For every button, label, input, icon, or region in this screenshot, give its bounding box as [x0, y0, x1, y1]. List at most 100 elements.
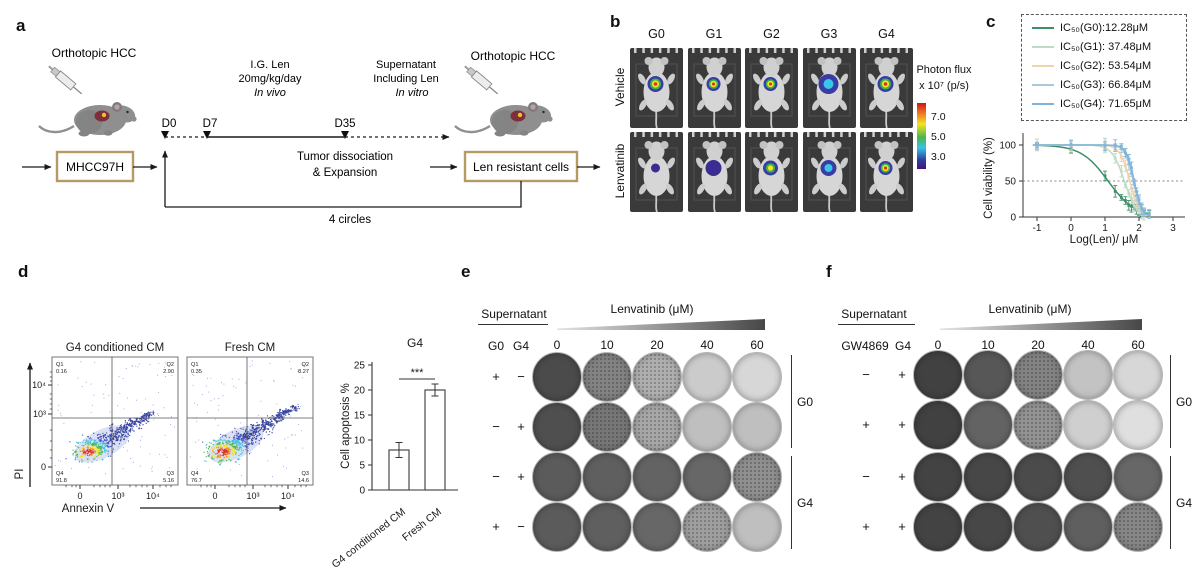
flow-y-tick-label: 0	[41, 462, 46, 472]
density-dot	[222, 443, 225, 445]
density-dot	[89, 449, 91, 452]
density-dot	[106, 446, 109, 448]
density-dot	[291, 407, 294, 409]
density-dot	[80, 455, 83, 458]
density-dot	[274, 416, 277, 419]
density-dot	[228, 440, 230, 442]
c-data-point	[1127, 157, 1131, 161]
c-y-tick-label: 0	[1010, 213, 1016, 224]
density-dot	[225, 445, 228, 448]
sparse-dot	[290, 368, 292, 370]
density-dot	[86, 446, 89, 449]
density-dot	[240, 439, 243, 441]
density-dot	[122, 426, 124, 429]
density-dot	[117, 428, 119, 431]
sparse-dot	[198, 439, 200, 441]
c-x-tick-label: 1	[1102, 223, 1108, 234]
tumor-signal-spot	[709, 164, 717, 172]
density-dot	[138, 423, 141, 426]
density-dot	[94, 451, 96, 454]
density-dot	[256, 421, 258, 424]
density-dot	[269, 423, 272, 426]
density-dot	[284, 411, 286, 414]
density-dot	[93, 442, 96, 445]
density-dot	[281, 417, 283, 420]
density-dot	[91, 443, 93, 446]
density-dot	[87, 444, 89, 447]
density-dot	[74, 457, 77, 459]
density-dot	[242, 437, 245, 440]
density-dot	[225, 450, 228, 453]
density-dot	[99, 445, 102, 448]
density-dot	[145, 415, 147, 417]
density-dot	[229, 447, 231, 449]
density-dot	[123, 427, 125, 429]
mouse-tail	[885, 193, 888, 213]
density-dot	[251, 440, 253, 442]
density-dot	[231, 452, 233, 454]
density-dot	[270, 418, 272, 421]
density-dot	[242, 445, 244, 448]
density-dot	[206, 450, 209, 453]
density-dot	[281, 418, 284, 421]
density-dot	[241, 435, 243, 437]
density-dot	[205, 460, 207, 463]
density-dot	[81, 451, 84, 453]
mouse-ear-left	[702, 141, 710, 149]
density-dot	[111, 428, 113, 430]
density-dot	[227, 453, 230, 455]
density-dot	[266, 423, 268, 425]
density-dot	[95, 446, 98, 448]
density-dot	[232, 449, 235, 451]
density-dot	[125, 429, 127, 431]
density-dot	[92, 444, 94, 446]
cage-tick	[650, 132, 654, 137]
density-dot	[232, 440, 234, 442]
density-dot	[258, 427, 260, 429]
density-dot	[87, 443, 90, 446]
density-dot	[243, 432, 246, 434]
density-dot	[225, 455, 228, 458]
density-dot	[279, 417, 282, 419]
density-dot	[223, 456, 225, 459]
density-dot	[246, 438, 248, 441]
density-dot	[206, 443, 208, 446]
density-dot	[258, 443, 260, 445]
density-dot	[246, 436, 249, 439]
flow-y-tick-label: 10³	[33, 409, 46, 419]
density-dot	[92, 443, 94, 445]
density-dot	[78, 460, 81, 462]
c-data-point	[1127, 162, 1131, 166]
mouse-tile-vehicle-G0	[630, 48, 683, 129]
density-dot	[82, 444, 85, 447]
sparse-dot	[258, 414, 260, 416]
density-dot	[218, 448, 220, 451]
density-dot	[87, 442, 89, 444]
density-dot	[97, 449, 99, 451]
sparse-dot	[110, 435, 112, 437]
density-dot	[247, 437, 250, 440]
density-dot	[112, 435, 114, 437]
mouse-leg	[638, 157, 646, 169]
density-dot	[107, 446, 109, 448]
density-dot	[133, 423, 135, 425]
density-dot	[225, 449, 228, 452]
density-dot	[131, 424, 133, 427]
mouse-leg	[667, 157, 675, 169]
density-dot	[248, 431, 250, 433]
density-dot	[140, 420, 142, 422]
sparse-dot	[127, 450, 129, 452]
density-dot	[95, 447, 98, 449]
bar-0	[388, 449, 410, 491]
density-dot	[263, 426, 266, 428]
cage-tick	[773, 48, 777, 53]
mouse-head	[878, 141, 895, 161]
density-dot	[113, 435, 115, 438]
density-dot	[253, 428, 255, 431]
density-dot	[130, 425, 132, 427]
density-dot	[234, 427, 236, 430]
density-dot	[265, 421, 267, 424]
density-dot	[265, 431, 267, 433]
density-dot	[263, 427, 265, 430]
density-dot	[80, 458, 83, 461]
